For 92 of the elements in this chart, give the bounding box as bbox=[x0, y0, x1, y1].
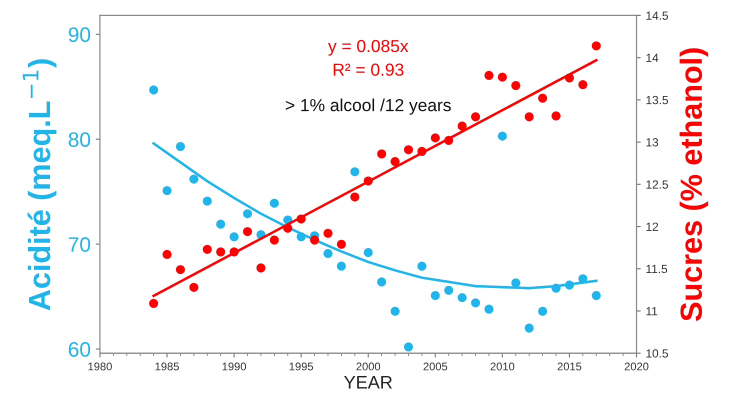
y2-tick-label: 12.5 bbox=[646, 180, 668, 189]
point bbox=[230, 247, 239, 256]
point bbox=[162, 250, 172, 259]
point bbox=[390, 306, 400, 316]
point bbox=[189, 174, 198, 184]
x-tick-label: 2010 bbox=[490, 362, 514, 370]
point bbox=[243, 209, 252, 218]
x-tick-label: 1990 bbox=[222, 362, 246, 370]
y-tick-label: 90 bbox=[68, 27, 90, 42]
x-tick-label: 2020 bbox=[624, 362, 648, 370]
point bbox=[390, 157, 400, 166]
x-tick-label: 1985 bbox=[156, 362, 179, 370]
point bbox=[511, 81, 520, 90]
point bbox=[256, 263, 266, 272]
point bbox=[202, 196, 212, 206]
point bbox=[498, 132, 507, 141]
x-tick-label: 2005 bbox=[424, 362, 448, 370]
point bbox=[430, 291, 440, 300]
point bbox=[202, 244, 212, 254]
point bbox=[564, 73, 574, 82]
point bbox=[417, 262, 426, 271]
point bbox=[270, 236, 279, 245]
y2-tick-label: 11.5 bbox=[646, 264, 668, 274]
point bbox=[176, 142, 185, 152]
point bbox=[323, 249, 332, 258]
point bbox=[592, 41, 601, 50]
point bbox=[524, 112, 534, 122]
x-tick-label: 1995 bbox=[290, 362, 314, 370]
point bbox=[404, 145, 413, 154]
point bbox=[296, 232, 306, 242]
point bbox=[564, 280, 574, 290]
point bbox=[283, 224, 292, 233]
point bbox=[458, 122, 467, 131]
point bbox=[350, 192, 360, 202]
point bbox=[323, 228, 332, 238]
point bbox=[538, 306, 548, 316]
point bbox=[458, 293, 467, 302]
y2-tick-label: 13.5 bbox=[646, 96, 668, 104]
point bbox=[552, 284, 561, 293]
x-axis-title: YEAR bbox=[344, 376, 392, 388]
point bbox=[364, 248, 373, 258]
point bbox=[243, 227, 252, 236]
y-tick-label: 80 bbox=[68, 132, 90, 147]
point bbox=[511, 278, 520, 288]
y2-axis-title: Sucres (% ethanol) bbox=[680, 48, 708, 321]
point bbox=[484, 70, 494, 80]
point bbox=[162, 186, 172, 196]
annotation: R² = 0.93 bbox=[334, 64, 404, 76]
point bbox=[149, 85, 158, 94]
point bbox=[336, 262, 346, 271]
point bbox=[471, 298, 480, 308]
y2-tick-label: 13 bbox=[646, 138, 658, 146]
point bbox=[484, 304, 494, 314]
point bbox=[524, 324, 534, 333]
point bbox=[377, 277, 386, 286]
y2-tick-label: 10.5 bbox=[646, 349, 668, 358]
point bbox=[176, 265, 185, 274]
point bbox=[216, 220, 226, 229]
point bbox=[592, 291, 601, 300]
point bbox=[498, 72, 507, 82]
y-tick-label: 70 bbox=[68, 237, 90, 252]
point bbox=[417, 146, 426, 156]
point bbox=[270, 198, 279, 208]
y-tick-label: 60 bbox=[68, 342, 90, 357]
point bbox=[189, 282, 198, 292]
point bbox=[296, 214, 306, 224]
point bbox=[578, 80, 588, 90]
point bbox=[538, 94, 548, 103]
y2-tick-label: 14 bbox=[646, 54, 658, 62]
y2-tick-label: 14.5 bbox=[646, 12, 668, 20]
x-tick-label: 1980 bbox=[88, 362, 112, 370]
point bbox=[149, 298, 158, 308]
x-tick-label: 2015 bbox=[558, 362, 582, 370]
point bbox=[216, 247, 226, 256]
point bbox=[430, 133, 440, 142]
point bbox=[350, 167, 360, 176]
annotation: > 1% alcool /12 years bbox=[286, 98, 451, 115]
point bbox=[230, 232, 239, 242]
y2-tick-label: 11 bbox=[646, 307, 658, 316]
point bbox=[552, 111, 561, 120]
y-axis-title: Acidité (meq.L$^{−1}$) bbox=[22, 59, 56, 310]
point bbox=[310, 236, 320, 245]
point bbox=[471, 112, 480, 122]
point bbox=[444, 136, 454, 145]
y2-tick-label: 12 bbox=[646, 222, 658, 231]
point bbox=[336, 240, 346, 249]
point bbox=[364, 176, 373, 186]
point bbox=[404, 342, 413, 352]
point bbox=[444, 286, 454, 295]
annotation: y = 0.085x bbox=[328, 40, 408, 56]
x-tick-label: 2000 bbox=[356, 362, 380, 370]
point bbox=[377, 149, 386, 158]
